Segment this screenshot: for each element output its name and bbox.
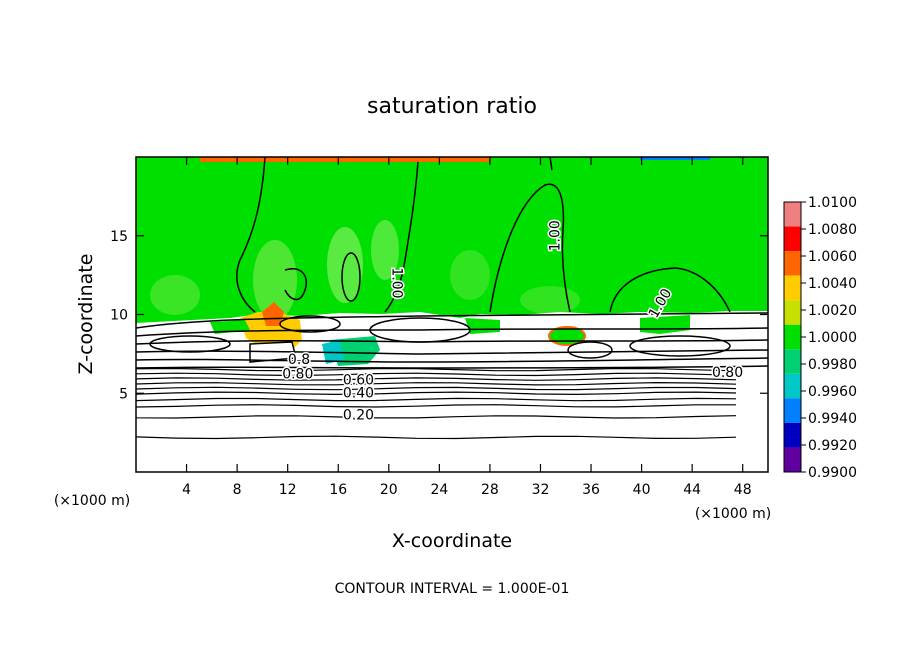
- x-tick-label: 8: [233, 482, 242, 498]
- colorbar-level: 1.0000: [808, 330, 857, 346]
- contour-label: 0.20: [343, 407, 374, 423]
- contour-label: 0.80: [282, 366, 313, 382]
- chart-title: saturation ratio: [367, 94, 537, 119]
- contour-line: [136, 377, 737, 381]
- colorbar-swatch: [784, 422, 801, 448]
- x-tick-label: 44: [683, 482, 701, 498]
- plume: [371, 220, 399, 280]
- x-tick-label: 40: [633, 482, 651, 498]
- x-tick-label: 24: [430, 482, 448, 498]
- contour-line: [136, 391, 737, 396]
- colorbar-swatch: [784, 226, 801, 252]
- contour-line: [136, 415, 737, 419]
- x-tick-label: 4: [182, 482, 191, 498]
- colorbar-level: 0.9940: [808, 411, 857, 427]
- x-unit-left: (×1000 m): [54, 493, 130, 509]
- y-axis-label: Z-coordinate: [75, 254, 97, 375]
- colorbar-swatch: [784, 349, 801, 374]
- colorbar-swatch: [784, 251, 801, 276]
- colorbar-level: 1.0060: [808, 249, 857, 265]
- contour-label: 1.00: [388, 267, 404, 298]
- colorbar-level: 1.0080: [808, 222, 857, 238]
- colorbar-level: 1.0100: [808, 195, 857, 211]
- x-tick-label: 16: [329, 482, 347, 498]
- colorbar-swatch: [784, 275, 801, 301]
- unsaturated-region: [136, 311, 768, 472]
- colorbar-swatch: [784, 447, 801, 472]
- colorbar-level: 1.0040: [808, 276, 857, 292]
- y-axis: 5 10 15: [110, 229, 768, 402]
- contour-label: 0.60: [343, 373, 374, 389]
- contour-line: [136, 397, 737, 402]
- contour-label: 0.40: [343, 385, 374, 401]
- colorbar: 1.0100 1.0080 1.0060 1.0040 1.0020 1.0000 0.99…: [783, 195, 857, 481]
- horizontal-contours: [136, 367, 737, 440]
- contour-label: 0.80: [712, 365, 743, 381]
- contour-line: [136, 435, 737, 440]
- colorbar-level: 0.9920: [808, 438, 857, 454]
- y-tick-label: 15: [110, 229, 128, 245]
- x-tick-label: 48: [734, 482, 752, 498]
- plume: [253, 240, 297, 320]
- plume: [520, 286, 580, 314]
- colorbar-level: 0.9980: [808, 357, 857, 373]
- colorbar-swatch: [784, 324, 801, 350]
- x-tick-label: 20: [380, 482, 398, 498]
- contour-line: [136, 381, 737, 386]
- plot-area: 1.001.001.000.80 0.600.400.200.800.8: [136, 157, 768, 472]
- top-edge-subsaturation: [640, 157, 710, 160]
- x-tick-label: 32: [532, 482, 550, 498]
- x-unit-right: (×1000 m): [695, 506, 771, 522]
- colorbar-swatch: [784, 300, 801, 325]
- colorbar-swatch: [784, 373, 801, 399]
- contour-line: [136, 367, 737, 372]
- contour-label: 1.00: [548, 220, 564, 251]
- x-tick-label: 28: [481, 482, 499, 498]
- warm-patch: [262, 302, 284, 326]
- contour-line: [136, 404, 736, 408]
- plume: [150, 275, 200, 315]
- y-tick-label: 10: [110, 308, 128, 324]
- x-tick-label: 12: [279, 482, 297, 498]
- colorbar-level: 1.0020: [808, 303, 857, 319]
- contour-line: [136, 372, 737, 377]
- colorbar-swatch: [784, 398, 801, 423]
- x-tick-label: 36: [582, 482, 600, 498]
- colorbar-swatch: [784, 202, 801, 227]
- x-axis: 4 8 12 16 20 24 28 32 36 40 44 48: [182, 157, 752, 498]
- plume: [450, 250, 490, 300]
- top-edge-supersaturation: [200, 157, 490, 162]
- contour-interval-footer: CONTOUR INTERVAL = 1.000E-01: [335, 581, 570, 597]
- colorbar-level: 0.9960: [808, 384, 857, 400]
- contour-lines: [136, 157, 768, 369]
- contour-label: 0.8: [288, 352, 310, 368]
- x-axis-label: X-coordinate: [392, 530, 512, 552]
- plume: [327, 227, 363, 303]
- colorbar-level: 0.9900: [808, 465, 857, 481]
- y-tick-label: 5: [119, 386, 128, 402]
- contour-line: [136, 386, 737, 391]
